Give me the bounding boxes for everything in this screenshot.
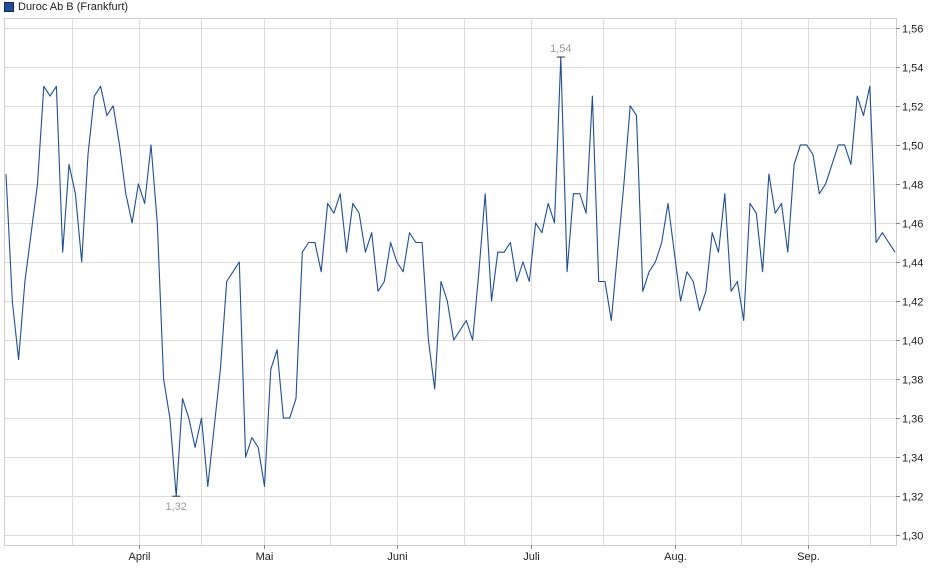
annotations: 1,54 1,32 xyxy=(166,43,572,513)
y-tick-label: 1,44 xyxy=(902,258,923,270)
x-tick-label: Sep. xyxy=(797,551,820,563)
y-tick-label: 1,40 xyxy=(902,336,923,348)
chart-legend: Duroc Ab B (Frankfurt) xyxy=(4,0,128,14)
legend-label: Duroc Ab B (Frankfurt) xyxy=(18,1,129,13)
x-tick-label: Juli xyxy=(523,551,540,563)
y-tick-label: 1,52 xyxy=(902,102,923,114)
x-tick-label: Mai xyxy=(256,551,274,563)
x-tick-label: Juni xyxy=(387,551,407,563)
y-tick-label: 1,46 xyxy=(902,219,923,231)
y-tick-label: 1,38 xyxy=(902,375,923,387)
y-tick-label: 1,50 xyxy=(902,141,923,153)
y-tick-label: 1,54 xyxy=(902,63,923,75)
y-tick-label: 1,48 xyxy=(902,180,923,192)
max-label: 1,54 xyxy=(550,43,571,55)
x-tick-label: Aug. xyxy=(664,551,687,563)
price-series-line xyxy=(5,56,896,497)
series-group xyxy=(5,56,896,497)
x-axis-ticks: April Mai Juni Juli Aug. Sep. xyxy=(128,545,820,563)
y-tick-label: 1,32 xyxy=(902,492,923,504)
legend-swatch xyxy=(4,2,14,12)
y-axis-ticks: 1,30 1,32 1,34 1,36 1,38 1,40 1,42 1,44 1,46 1,48… xyxy=(896,24,923,543)
y-tick-label: 1,30 xyxy=(902,531,923,543)
x-tick-label: April xyxy=(128,551,150,563)
y-tick-label: 1,36 xyxy=(902,414,923,426)
plot-frame xyxy=(4,18,897,546)
grid-lines xyxy=(5,18,896,545)
min-label: 1,32 xyxy=(166,501,187,513)
y-tick-label: 1,34 xyxy=(902,453,923,465)
y-tick-label: 1,56 xyxy=(902,24,923,36)
y-tick-label: 1,42 xyxy=(902,297,923,309)
